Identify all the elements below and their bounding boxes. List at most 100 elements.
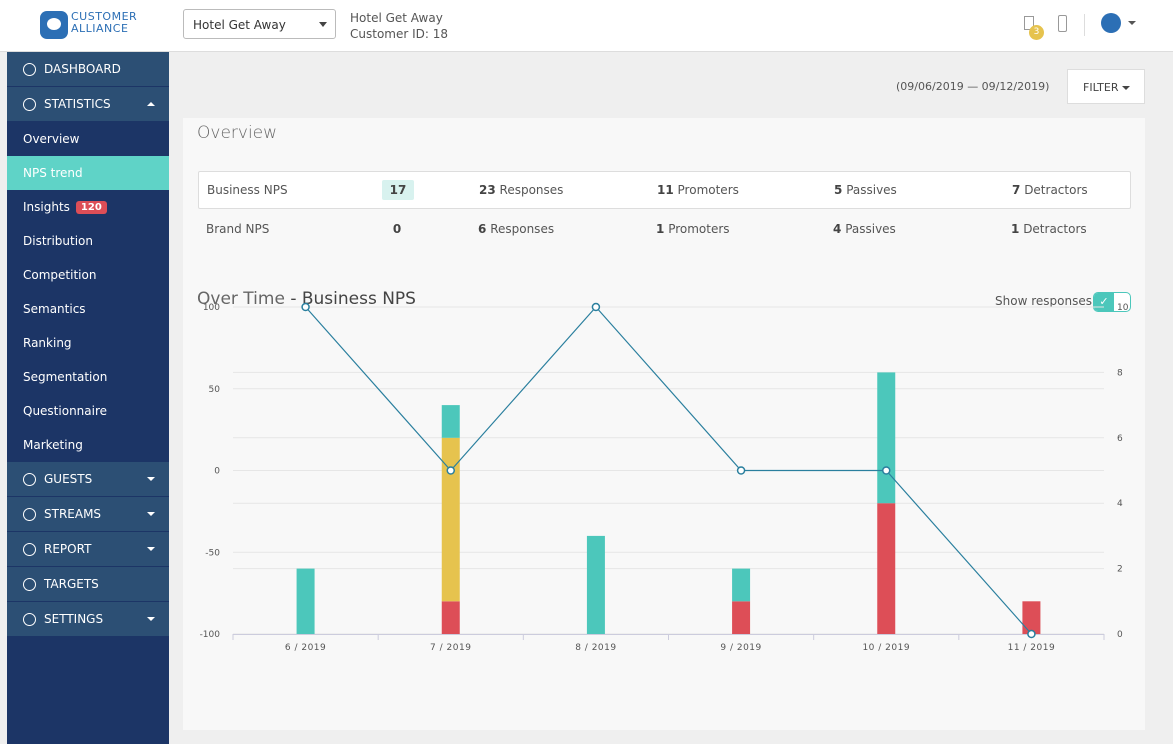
bar-segment <box>586 535 605 634</box>
overview-row: Business NPS 17 23 Responses 11 Promoters 5 … <box>198 171 1131 209</box>
stat-label: Passives <box>846 183 897 197</box>
menu-item[interactable]: Distribution <box>7 224 169 258</box>
menu-label: Questionnaire <box>23 404 108 418</box>
y2-tick-label: 4 <box>1117 499 1123 509</box>
bar-segment <box>877 372 896 504</box>
menu-item[interactable]: Insights 120 <box>7 190 169 224</box>
hotel-select-text: Hotel Get Away <box>193 18 286 32</box>
x-tick-label: 7 / 2019 <box>430 643 471 653</box>
menu-icon <box>23 612 36 626</box>
bar-segment <box>296 568 315 634</box>
menu-label: Overview <box>23 132 80 146</box>
menu-badge: 120 <box>75 200 107 214</box>
menu-item[interactable]: Semantics <box>7 292 169 326</box>
y-tick-label: 0 <box>214 467 220 477</box>
x-tick-label: 10 / 2019 <box>862 643 910 653</box>
bar-segment <box>877 503 896 634</box>
row-label: Business NPS <box>207 183 288 197</box>
device-icon[interactable] <box>1058 15 1067 32</box>
toggle-label: Show responses <box>995 294 1092 308</box>
menu-item[interactable]: NPS trend <box>7 156 169 190</box>
over-time-title: Over Time - Business NPS <box>197 289 416 309</box>
avatar[interactable] <box>1101 13 1121 33</box>
stat-label: Detractors <box>1024 183 1088 197</box>
menu-item[interactable]: Segmentation <box>7 360 169 394</box>
logo-line: CUSTOMER <box>71 10 138 23</box>
menu-item[interactable]: STREAMS <box>7 497 169 532</box>
menu-item[interactable]: Marketing <box>7 428 169 462</box>
menu-caret <box>147 512 155 516</box>
overview-row: Brand NPS 0 6 Responses 1 Promoters 4 Passiv… <box>198 210 1131 248</box>
menu-icon <box>23 542 36 556</box>
bar-segment <box>1022 601 1041 634</box>
stat-label: Responses <box>499 183 564 197</box>
subtitle-part: - Business NPS <box>290 289 416 309</box>
menu-item[interactable]: Competition <box>7 258 169 292</box>
stat-label: Passives <box>845 222 896 236</box>
bar-segment <box>441 405 460 438</box>
stat-count: 1 <box>656 222 665 236</box>
menu-item[interactable]: SETTINGS <box>7 602 169 637</box>
menu-label: STREAMS <box>44 507 102 521</box>
menu-item[interactable]: GUESTS <box>7 462 169 497</box>
stat-cell: 6 Responses <box>478 222 554 236</box>
logo-text: CUSTOMER ALLIANCE <box>71 11 137 35</box>
menu-label: Marketing <box>23 438 83 452</box>
menu-label: Segmentation <box>23 370 108 384</box>
menu-caret <box>147 102 155 106</box>
menu-label: DASHBOARD <box>44 62 121 76</box>
menu-label: Competition <box>23 268 97 282</box>
menu-item[interactable]: Questionnaire <box>7 394 169 428</box>
sidebar: DASHBOARD STATISTICS Overview NPS trend Insi… <box>7 52 169 744</box>
menu-label: NPS trend <box>23 166 83 180</box>
y2-tick-label: 8 <box>1117 368 1123 378</box>
menu-item[interactable]: TARGETS <box>7 567 169 602</box>
menu-item[interactable]: Overview <box>7 122 169 156</box>
menu-label: Insights <box>23 200 70 214</box>
stat-count: 1 <box>1011 222 1020 236</box>
y2-tick-label: 10 <box>1117 303 1129 313</box>
stat-cell: 11 Promoters <box>657 183 739 197</box>
line-point <box>882 466 891 475</box>
nps-value: 17 <box>382 180 414 200</box>
hotel-name: Hotel Get Away <box>350 11 443 25</box>
stat-count: 4 <box>833 222 842 236</box>
menu-caret <box>147 547 155 551</box>
menu-icon <box>23 472 36 486</box>
y-tick-label: 50 <box>209 385 221 395</box>
stat-label: Promoters <box>668 222 730 236</box>
filter-button[interactable]: FILTER <box>1067 69 1145 104</box>
nps-value: 0 <box>392 222 402 236</box>
logo-line: ALLIANCE <box>71 22 129 35</box>
hotel-select[interactable]: Hotel Get Away <box>183 9 336 39</box>
x-tick-label: 8 / 2019 <box>575 643 616 653</box>
customer-id: Customer ID: 18 <box>350 27 449 41</box>
y2-tick-label: 6 <box>1117 434 1123 444</box>
menu-caret <box>147 477 155 481</box>
stat-cell: 7 Detractors <box>1012 183 1088 197</box>
bar-segment <box>732 568 751 602</box>
menu-icon <box>23 62 36 76</box>
stat-count: 5 <box>834 183 843 197</box>
line-point <box>736 466 746 475</box>
filter-text: FILTER <box>1083 81 1119 94</box>
hotel-info: Hotel Get Away Customer ID: 18 <box>350 10 448 42</box>
menu-label: SETTINGS <box>44 612 104 626</box>
menu-label: REPORT <box>44 542 92 556</box>
stat-cell: 4 Passives <box>833 222 896 236</box>
card: Overview Business NPS 17 23 Responses 11 Pr… <box>183 118 1145 730</box>
menu-item[interactable]: DASHBOARD <box>7 52 169 87</box>
menu-item[interactable]: Ranking <box>7 326 169 360</box>
menu-label: Semantics <box>23 302 86 316</box>
stat-cell: 5 Passives <box>834 183 897 197</box>
line <box>305 306 1032 635</box>
stat-cell: 1 Promoters <box>656 222 730 236</box>
menu-item[interactable]: REPORT <box>7 532 169 567</box>
menu-item[interactable]: STATISTICS <box>7 87 169 122</box>
y-tick-label: -100 <box>200 630 221 640</box>
stat-count: 7 <box>1012 183 1021 197</box>
y-tick-label: -50 <box>205 548 220 558</box>
menu-icon <box>23 507 36 521</box>
menu-label: Distribution <box>23 234 94 248</box>
